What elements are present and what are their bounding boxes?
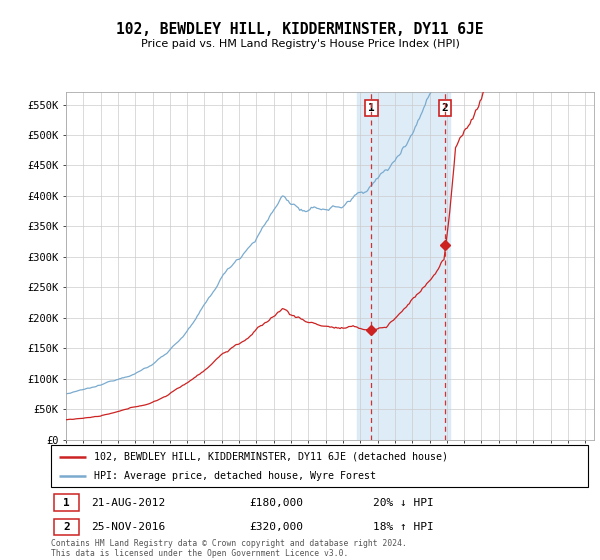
Text: 2: 2: [63, 522, 70, 531]
Text: HPI: Average price, detached house, Wyre Forest: HPI: Average price, detached house, Wyre…: [94, 471, 376, 481]
Text: 1: 1: [368, 103, 375, 113]
Text: £320,000: £320,000: [250, 522, 304, 531]
Text: 20% ↓ HPI: 20% ↓ HPI: [373, 498, 434, 507]
Bar: [53, 519, 79, 535]
Text: 102, BEWDLEY HILL, KIDDERMINSTER, DY11 6JE (detached house): 102, BEWDLEY HILL, KIDDERMINSTER, DY11 6…: [94, 451, 448, 461]
Bar: [357, 92, 451, 440]
Bar: [53, 494, 79, 511]
Text: 2: 2: [442, 103, 448, 113]
Text: 25-NOV-2016: 25-NOV-2016: [91, 522, 166, 531]
Text: 102, BEWDLEY HILL, KIDDERMINSTER, DY11 6JE: 102, BEWDLEY HILL, KIDDERMINSTER, DY11 6…: [116, 22, 484, 38]
Text: Price paid vs. HM Land Registry's House Price Index (HPI): Price paid vs. HM Land Registry's House …: [140, 39, 460, 49]
Text: Contains HM Land Registry data © Crown copyright and database right 2024.
This d: Contains HM Land Registry data © Crown c…: [51, 539, 407, 558]
Text: 21-AUG-2012: 21-AUG-2012: [91, 498, 166, 507]
Text: 1: 1: [63, 498, 70, 507]
Text: 18% ↑ HPI: 18% ↑ HPI: [373, 522, 434, 531]
Text: £180,000: £180,000: [250, 498, 304, 507]
